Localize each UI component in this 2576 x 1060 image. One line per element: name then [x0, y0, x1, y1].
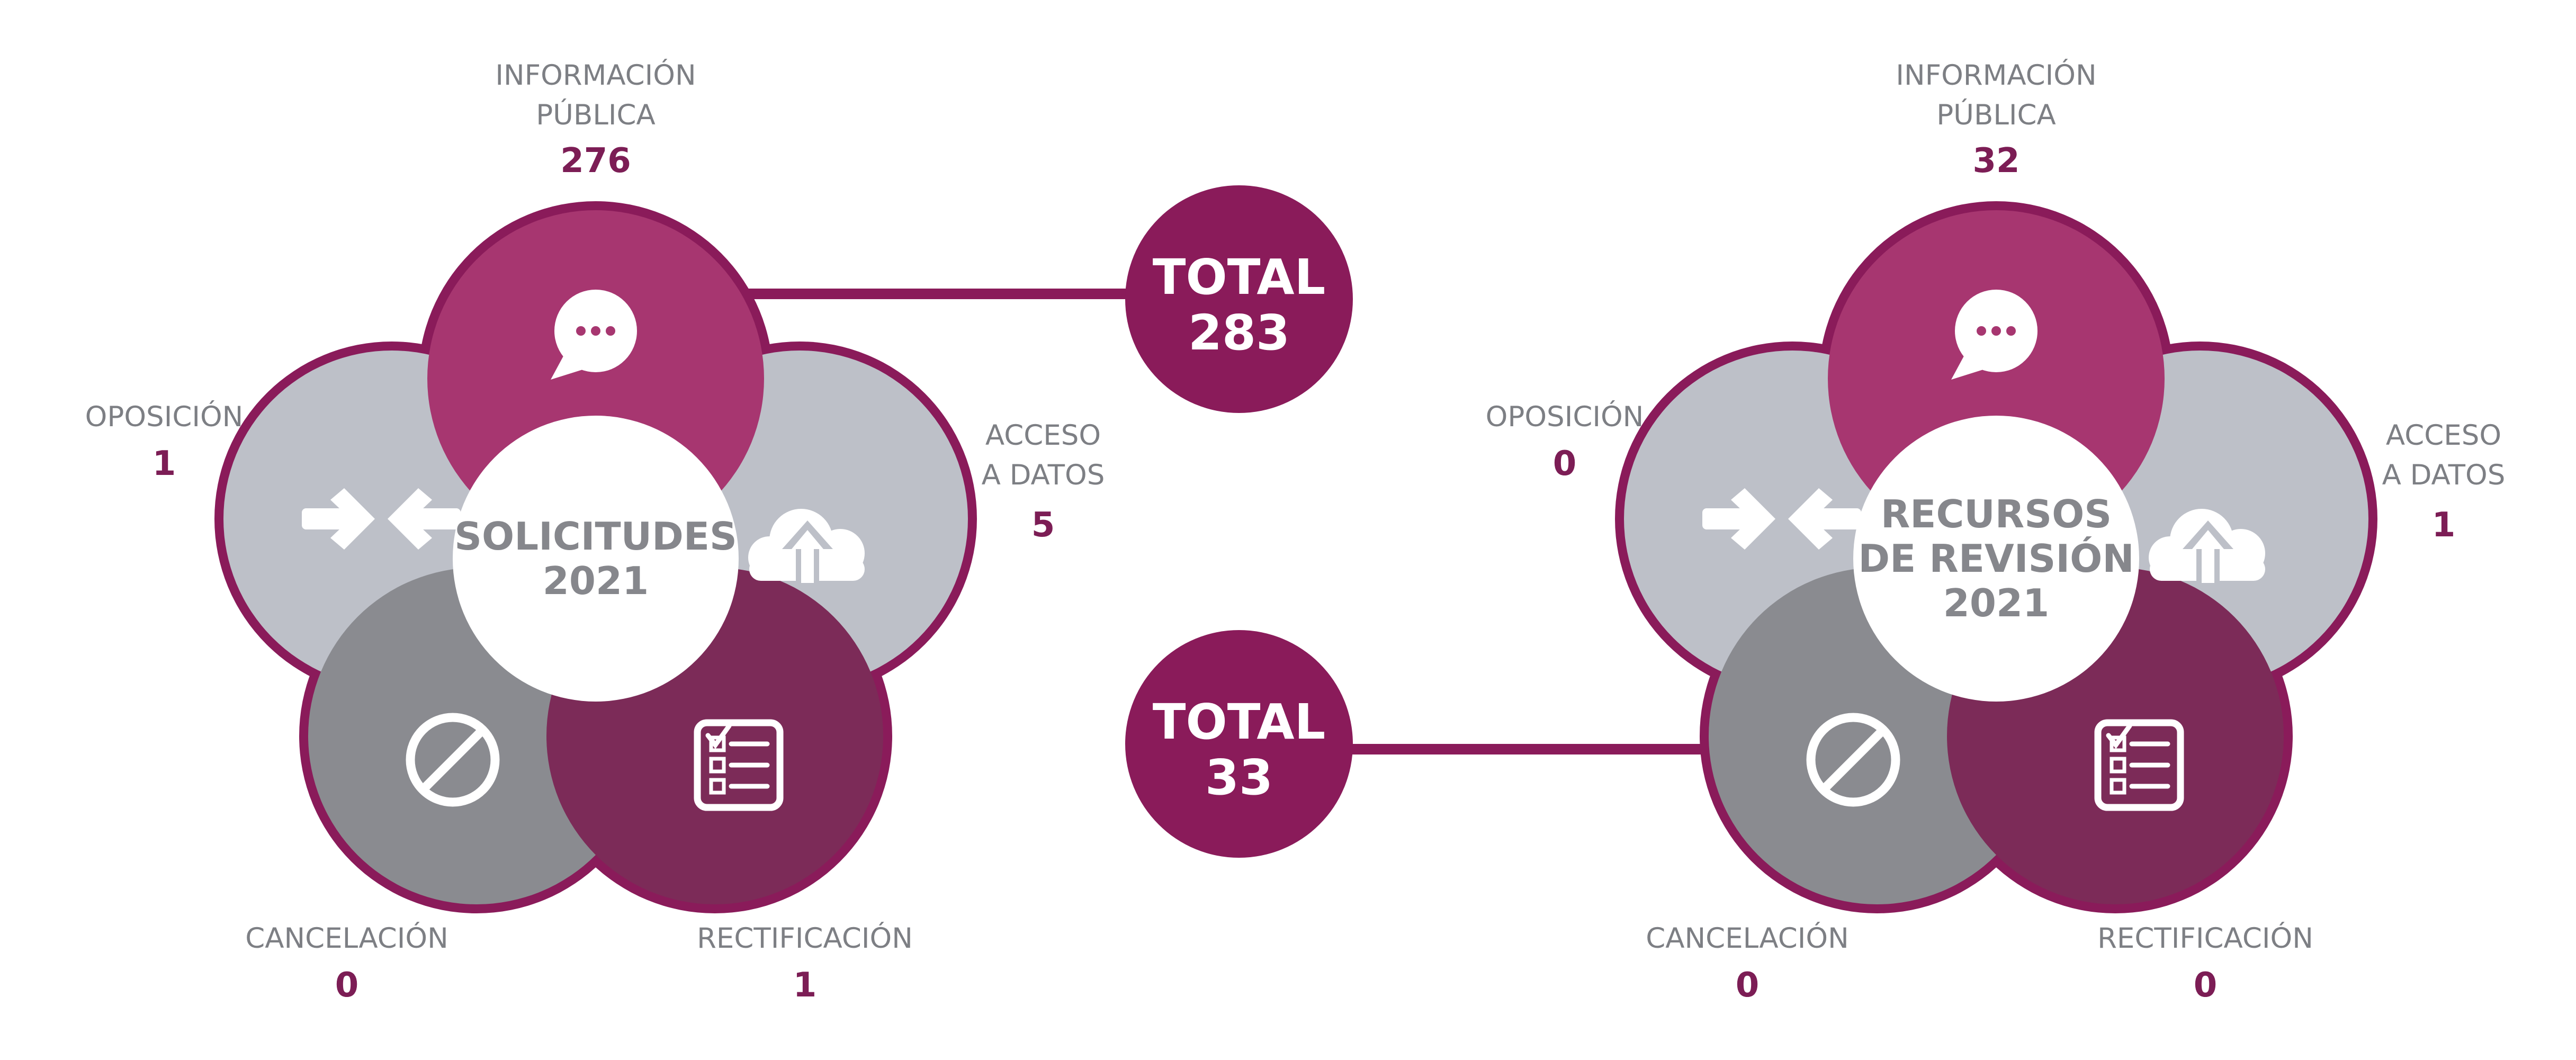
total-recursos-bubble-text-line: 33	[1205, 749, 1273, 806]
checklist-icon	[2094, 719, 2184, 811]
value-oposicion: 0	[1553, 444, 1577, 483]
center-disc	[453, 416, 739, 702]
center-title-line: 2021	[543, 559, 649, 603]
label-oposicion-line: OPOSICIÓN	[1486, 400, 1644, 433]
label-acceso-line: ACCESO	[2386, 419, 2501, 452]
cloud-upload-icon	[748, 509, 865, 583]
center-title: SOLICITUDES 2021	[454, 514, 737, 603]
center-title-line: 2021	[1943, 581, 2049, 625]
total-recursos-bubble-text: TOTAL 33	[1153, 694, 1325, 806]
label-cancelacion: CANCELACIÓN	[245, 921, 448, 955]
label-acceso-line: ACCESO	[985, 419, 1101, 452]
label-acceso-line: A DATOS	[982, 459, 1105, 491]
value-cancelacion: 0	[1736, 966, 1760, 1005]
speech-bubble-icon	[551, 290, 637, 380]
center-disc	[1853, 416, 2139, 702]
label-rectificacion: RECTIFICACIÓN	[697, 921, 913, 955]
opposing-arrows-icon	[302, 488, 461, 550]
opposing-arrows-icon	[1702, 488, 1861, 550]
total-recursos-bubble-text-line: TOTAL	[1153, 694, 1325, 750]
label-acceso-line: A DATOS	[2382, 459, 2506, 491]
label-cancelacion-line: CANCELACIÓN	[245, 921, 448, 955]
label-rectificacion-line: RECTIFICACIÓN	[697, 921, 913, 955]
total-solicitudes-bubble-text-line: TOTAL	[1153, 249, 1325, 306]
label-cancelacion-line: CANCELACIÓN	[1646, 921, 1848, 955]
speech-bubble-icon	[1951, 290, 2038, 380]
center-title-line: SOLICITUDES	[454, 514, 737, 559]
total-solicitudes-bubble-text-line: 283	[1188, 304, 1290, 361]
center-title: RECURSOS DE REVISIÓN 2021	[1858, 492, 2134, 625]
label-informacion: INFORMACIÓN PÚBLICA	[1896, 58, 2096, 131]
prohibited-icon	[1806, 713, 1900, 807]
label-oposicion: OPOSICIÓN	[1486, 400, 1644, 433]
value-rectificacion: 0	[2194, 966, 2218, 1005]
value-acceso: 5	[1031, 506, 1055, 545]
label-informacion-line: PÚBLICA	[536, 98, 656, 131]
label-rectificacion-line: RECTIFICACIÓN	[2097, 921, 2313, 955]
label-oposicion: OPOSICIÓN	[85, 400, 244, 433]
total-solicitudes-bubble: TOTAL 283	[1125, 185, 1353, 413]
value-rectificacion: 1	[793, 966, 817, 1005]
cloud-upload-icon	[2149, 509, 2265, 583]
center-title-line: RECURSOS	[1881, 492, 2112, 536]
label-informacion-line: INFORMACIÓN	[1896, 58, 2096, 92]
total-solicitudes-bubble-text: TOTAL 283	[1153, 249, 1325, 361]
label-informacion-line: PÚBLICA	[1936, 98, 2056, 131]
value-cancelacion: 0	[335, 966, 359, 1005]
prohibited-icon	[406, 713, 500, 807]
checklist-icon	[694, 719, 784, 811]
label-rectificacion: RECTIFICACIÓN	[2097, 921, 2313, 955]
value-informacion: 32	[1972, 141, 2019, 181]
label-informacion: INFORMACIÓN PÚBLICA	[495, 58, 696, 131]
value-informacion: 276	[560, 141, 631, 181]
solicitudes-diagram: SOLICITUDES 2021 INFORMACIÓN PÚBLICA 276 ACCE…	[85, 58, 1105, 1005]
label-informacion-line: INFORMACIÓN	[495, 58, 696, 92]
total-recursos-bubble: TOTAL 33	[1125, 630, 1353, 858]
label-acceso: ACCESO A DATOS	[2382, 419, 2506, 491]
label-oposicion-line: OPOSICIÓN	[85, 400, 244, 433]
value-acceso: 1	[2432, 506, 2456, 545]
value-oposicion: 1	[152, 444, 176, 483]
label-cancelacion: CANCELACIÓN	[1646, 921, 1848, 955]
label-acceso: ACCESO A DATOS	[982, 419, 1105, 491]
recursos-diagram: RECURSOS DE REVISIÓN 2021 INFORMACIÓN PÚBLIC…	[1486, 58, 2506, 1005]
center-title-line: DE REVISIÓN	[1858, 536, 2134, 581]
